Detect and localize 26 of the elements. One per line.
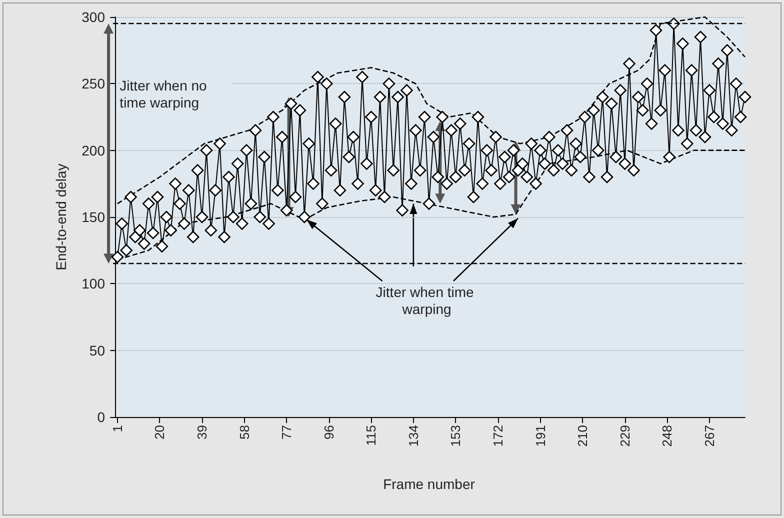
- x-tick-label: 115: [364, 425, 379, 446]
- y-tick-label: 0: [97, 409, 106, 425]
- y-tick-label: 100: [82, 276, 106, 292]
- x-tick-label: 58: [236, 425, 252, 440]
- x-tick-label: 267: [702, 425, 717, 447]
- x-tick-label: 39: [194, 425, 210, 440]
- x-tick-label: 77: [279, 425, 294, 440]
- x-tick-label: 1: [110, 425, 125, 432]
- x-tick-label: 229: [617, 425, 632, 447]
- x-tick-label: 153: [448, 425, 464, 447]
- y-tick-label: 50: [89, 342, 106, 358]
- x-tick-label: 248: [660, 425, 675, 447]
- annotation: Jitter when no time warping: [120, 78, 211, 110]
- y-tick-label: 300: [82, 9, 106, 25]
- x-axis-title: Frame number: [383, 476, 476, 492]
- x-tick-label: 172: [490, 425, 506, 447]
- y-tick-label: 200: [82, 142, 106, 158]
- x-tick-label: 20: [152, 425, 168, 440]
- x-tick-label: 134: [406, 425, 421, 447]
- y-tick-label: 250: [82, 76, 106, 92]
- x-tick-label: 96: [321, 425, 336, 440]
- x-tick-label: 210: [575, 425, 590, 447]
- x-tick-label: 191: [532, 425, 548, 447]
- annotation: Jitter when time warping: [376, 284, 478, 318]
- y-tick-label: 150: [82, 209, 106, 225]
- y-axis-title: End-to-end delay: [53, 164, 69, 270]
